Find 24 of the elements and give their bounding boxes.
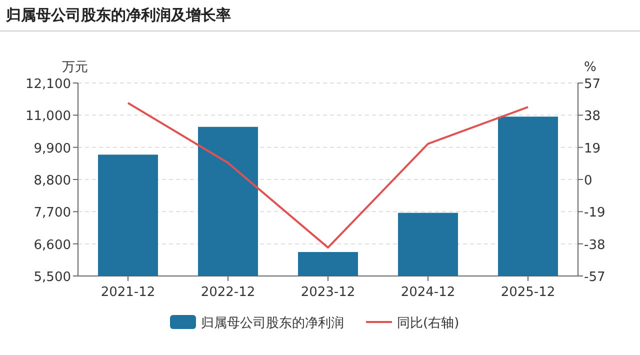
x-tick-label: 2025-12 (500, 285, 556, 300)
y-tick-label: 8,800 (34, 174, 71, 188)
x-tick-label: 2024-12 (400, 285, 456, 300)
y2-tick-label: 38 (584, 109, 601, 124)
y2-tick-label: -19 (584, 206, 606, 221)
y2-tick-label: 19 (584, 141, 601, 156)
x-tick-label: 2021-12 (100, 285, 156, 300)
y2-axis-title: % (584, 60, 596, 75)
y2-tick-label: -57 (584, 270, 606, 285)
y-tick-label: 5,500 (34, 270, 71, 285)
y-tick-label: 7,700 (34, 206, 71, 221)
y-tick-label: 12,100 (26, 77, 71, 92)
legend-label: 同比(右轴) (397, 316, 460, 331)
legend-label: 归属母公司股东的净利润 (201, 316, 344, 331)
y-tick-label: 9,900 (34, 141, 71, 156)
x-tick-label: 2022-12 (200, 285, 256, 300)
x-tick-label: 2023-12 (300, 285, 356, 300)
y2-tick-label: 57 (584, 77, 601, 92)
y-axis-title: 万元 (62, 60, 88, 75)
y2-tick-label: -38 (584, 238, 606, 253)
y2-tick-label: 0 (584, 174, 592, 188)
y-tick-label: 6,600 (34, 238, 71, 253)
y-tick-label: 11,000 (26, 109, 71, 124)
title: 归属母公司股东的净利润及增长率 (6, 6, 231, 24)
